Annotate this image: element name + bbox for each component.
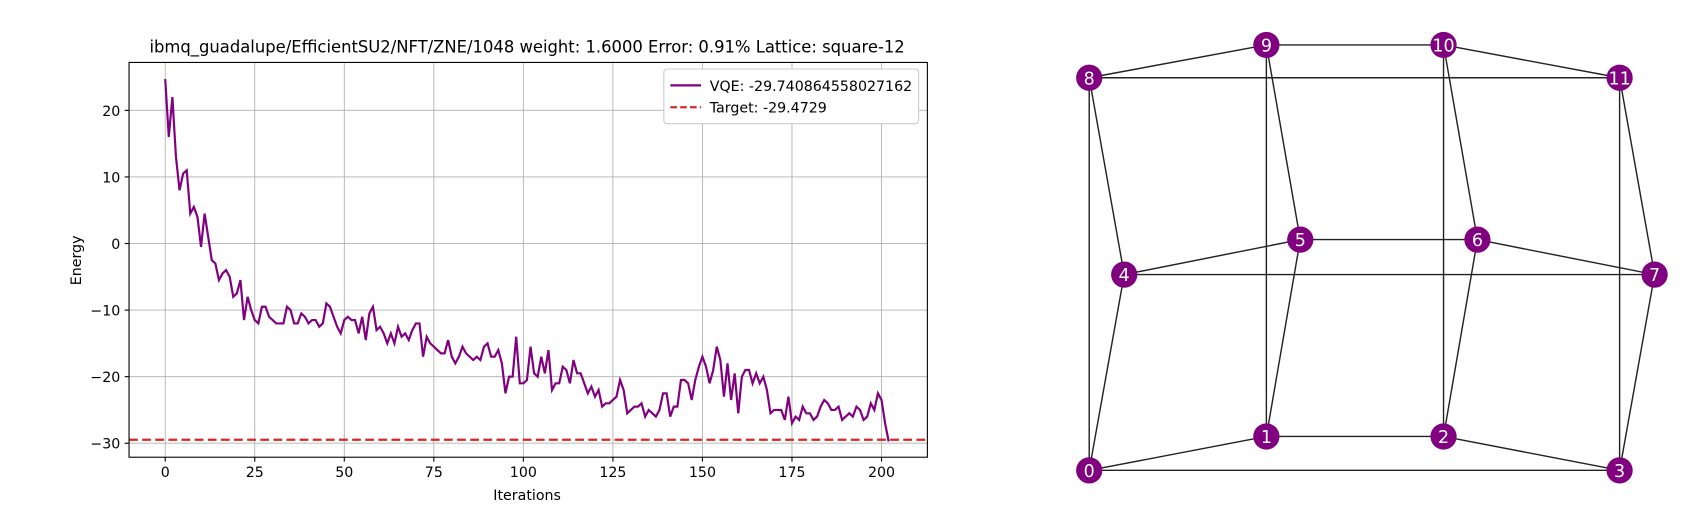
graph-node [1430,31,1457,59]
x-axis-label: Iterations [493,488,561,504]
series-line [164,79,890,442]
graph-node [1076,64,1103,91]
node-label: 2 [1438,428,1449,448]
node-label: 6 [1472,231,1483,251]
graph-edge [1618,77,1656,275]
graph-edge [1442,44,1479,240]
plot-frame [128,61,928,458]
x-tick-label: 0 [161,465,170,481]
graph-node [1464,226,1491,253]
graph-edge [1088,274,1125,471]
graph-edge [1265,44,1301,240]
node-label: 5 [1295,231,1306,251]
legend-label: Target: -29.4729 [709,101,827,117]
graph-edge [1089,44,1267,79]
graph-edge [1442,239,1479,437]
node-label: 11 [1608,69,1630,89]
graph-node [1606,64,1633,91]
graph-edge [1265,239,1301,437]
graph-node [1287,226,1314,253]
graph-edge [1443,44,1620,79]
legend-label: VQE: -29.740864558027162 [710,79,912,95]
graph-edge [1124,238,1301,276]
legend-box [663,68,920,125]
y-tick-label: 10 [102,170,120,186]
graph-edge [1618,274,1656,471]
node-label: 8 [1084,69,1095,89]
chart-title: ibmq_guadalupe/EfficientSU2/NFT/ZNE/1048… [149,38,904,58]
graph-node [1253,423,1280,450]
y-tick-label: 20 [102,104,120,120]
graph-node [1111,261,1138,288]
x-tick-label: 200 [868,465,895,481]
graph-edge [1088,77,1125,275]
x-tick-label: 150 [689,465,716,481]
graph-edge [1477,238,1655,276]
x-tick-label: 175 [778,465,805,481]
graph-node [1430,423,1457,450]
graph-node [1641,261,1668,288]
node-label: 0 [1084,462,1095,482]
x-tick-label: 50 [335,465,353,481]
x-tick-label: 100 [510,465,537,481]
y-tick-label: −20 [90,370,120,386]
graph-node [1076,457,1103,484]
graph-node [1606,457,1633,484]
x-tick-label: 25 [246,465,264,481]
node-label: 9 [1261,36,1272,56]
x-tick-label: 125 [599,465,626,481]
graph-edge [1443,435,1620,472]
node-label: 7 [1649,266,1660,286]
y-tick-label: −10 [90,304,120,320]
node-label: 10 [1432,36,1454,56]
y-axis-label: Energy [69,236,85,286]
x-tick-label: 75 [425,465,443,481]
graph-node [1253,31,1280,59]
node-label: 1 [1261,428,1272,448]
graph-edge [1089,435,1267,472]
node-label: 4 [1119,266,1130,286]
node-label: 3 [1614,462,1625,482]
y-tick-label: −30 [90,437,120,453]
y-tick-label: 0 [111,237,120,253]
